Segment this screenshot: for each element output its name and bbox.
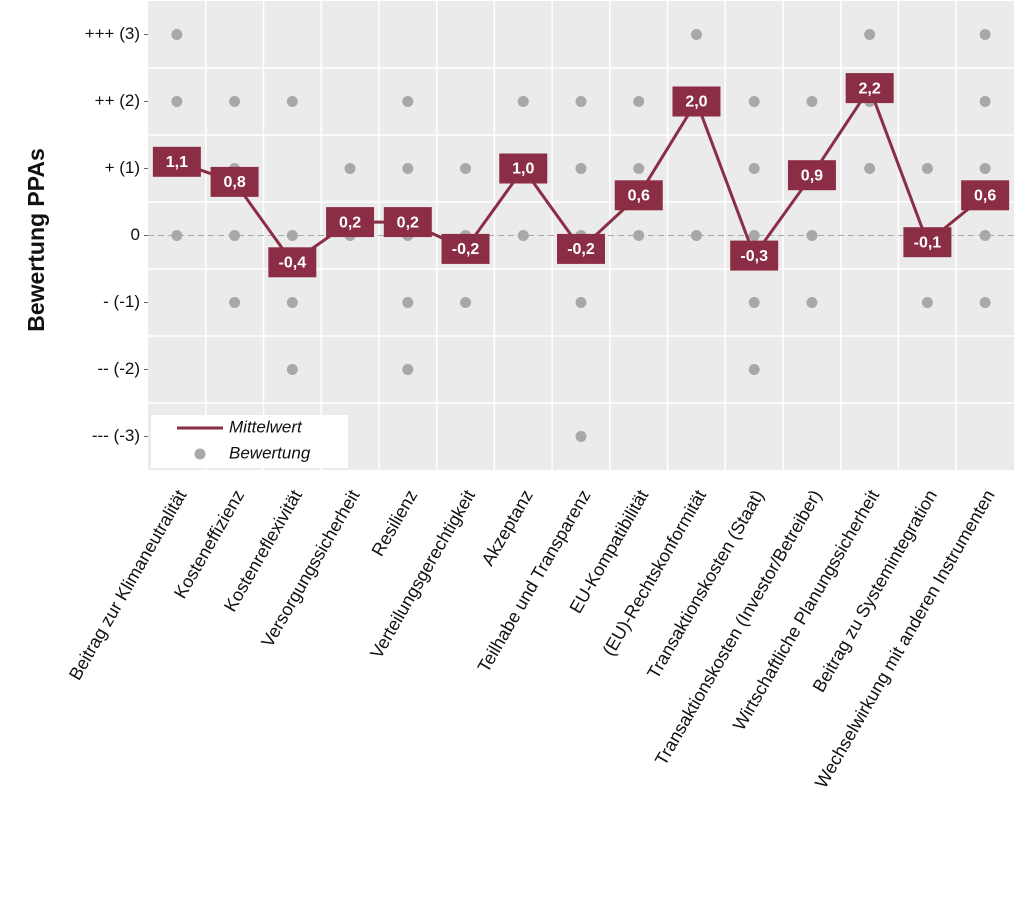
legend-box <box>151 415 348 468</box>
rating-dot <box>517 230 529 241</box>
value-label: 1,1 <box>166 154 188 171</box>
x-tick-label: (EU)-Rechtskonformität <box>599 486 710 659</box>
value-label-box <box>499 153 548 184</box>
value-label-box <box>787 160 836 191</box>
rating-dot <box>171 96 183 107</box>
rating-dot <box>344 163 356 174</box>
rating-dot <box>402 163 414 174</box>
value-label: -0,2 <box>567 241 595 258</box>
value-label-box <box>383 207 432 238</box>
rating-dot <box>575 163 587 174</box>
rating-dot <box>690 29 702 40</box>
rating-dot <box>171 230 183 241</box>
rating-dot <box>517 96 529 107</box>
rating-dot <box>402 364 414 375</box>
y-tick-label: + (1) <box>105 158 140 177</box>
rating-dot <box>286 230 298 241</box>
legend-label: Bewertung <box>229 443 311 462</box>
legend-label: Mittelwert <box>229 417 303 436</box>
rating-dot <box>286 96 298 107</box>
rating-dot <box>229 230 241 241</box>
rating-dot <box>921 297 933 308</box>
value-label: 0,8 <box>223 174 245 191</box>
rating-dot <box>864 163 876 174</box>
y-tick-label: 0 <box>131 225 140 244</box>
y-axis-label: Bewertung PPAs <box>23 148 49 332</box>
value-label-box <box>903 227 952 258</box>
value-label-box <box>557 233 605 264</box>
rating-dot <box>633 230 645 241</box>
rating-dot <box>806 297 818 308</box>
rating-dot <box>229 96 241 107</box>
rating-dot <box>286 364 298 375</box>
rating-dot <box>979 96 991 107</box>
rating-dot <box>171 29 183 40</box>
value-label-box <box>730 240 779 271</box>
x-tick-label: Teilhabe und Transparenz <box>474 486 595 675</box>
value-label-box <box>210 166 259 197</box>
value-label: -0,2 <box>452 241 480 258</box>
value-label: -0,1 <box>914 234 942 251</box>
x-tick-label: Versorgungssicherheit <box>257 486 363 650</box>
rating-dot <box>633 163 645 174</box>
y-tick-label: ++ (2) <box>95 91 140 110</box>
value-label-box <box>614 180 663 211</box>
value-label-box <box>672 86 721 117</box>
rating-dot <box>575 96 587 107</box>
value-label: 2,2 <box>859 80 881 97</box>
value-label: 0,2 <box>339 214 361 231</box>
y-tick-label: - (-1) <box>103 292 140 311</box>
rating-dot <box>806 230 818 241</box>
x-tick-label: Verteilungsgerechtigkeit <box>366 486 479 662</box>
value-label-box <box>845 73 894 104</box>
x-tick-label: Akzeptanz <box>477 486 536 569</box>
y-tick-label: --- (-3) <box>92 426 140 445</box>
rating-dot <box>748 96 760 107</box>
value-label-box <box>152 146 201 177</box>
rating-dot <box>748 163 760 174</box>
value-label: 0,9 <box>801 167 823 184</box>
rating-dot <box>690 230 702 241</box>
value-label: 2,0 <box>685 94 707 111</box>
rating-dot <box>460 163 472 174</box>
rating-dot <box>633 96 645 107</box>
rating-dot <box>402 96 414 107</box>
rating-dot <box>748 364 760 375</box>
rating-dot <box>979 29 991 40</box>
rating-dot <box>748 297 760 308</box>
rating-dot <box>229 297 241 308</box>
rating-dot <box>748 230 760 241</box>
y-tick-label: -- (-2) <box>98 359 140 378</box>
rating-dot <box>921 163 933 174</box>
legend-dot <box>194 448 206 460</box>
rating-dot <box>979 163 991 174</box>
value-label: -0,4 <box>279 255 307 272</box>
y-tick-label: +++ (3) <box>85 24 140 43</box>
value-label: -0,3 <box>740 248 768 265</box>
rating-dot <box>460 297 472 308</box>
value-label: 0,2 <box>397 214 419 231</box>
rating-dot <box>286 297 298 308</box>
value-label-box <box>441 233 490 264</box>
x-tick-label: Resilienz <box>368 486 422 559</box>
x-tick-label: Beitrag zur Klimaneutralität <box>65 486 190 683</box>
rating-dot <box>806 96 818 107</box>
value-label-box <box>961 180 1010 211</box>
rating-dot <box>979 230 991 241</box>
rating-dot <box>979 297 991 308</box>
rating-dot <box>402 297 414 308</box>
value-label-box <box>326 207 375 238</box>
value-label: 0,6 <box>628 188 650 205</box>
x-tick-label: Transaktionskosten (Staat) <box>643 486 768 682</box>
value-label: 1,0 <box>512 161 534 178</box>
value-label-box <box>268 247 317 278</box>
value-label: 0,6 <box>974 188 996 205</box>
rating-dot <box>575 297 587 308</box>
rating-dot <box>575 431 587 442</box>
rating-dot <box>864 29 876 40</box>
